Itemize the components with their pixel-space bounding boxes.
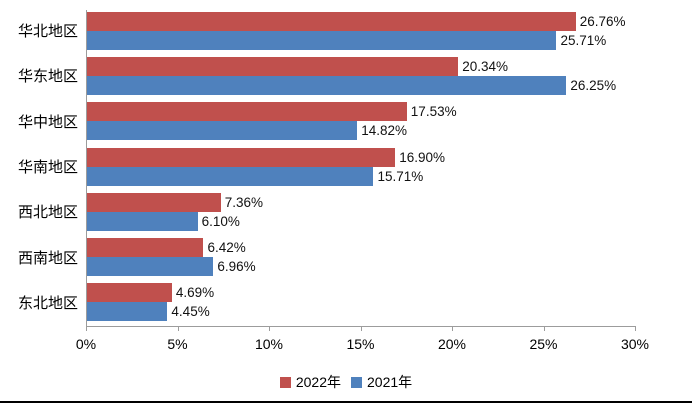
bar-2022年 <box>86 192 221 212</box>
x-axis-tick <box>452 326 453 331</box>
x-axis-tick-label: 20% <box>437 336 467 352</box>
x-axis-tick-label: 10% <box>254 336 284 352</box>
value-label: 6.42% <box>207 240 246 256</box>
x-axis-tick <box>177 326 179 331</box>
bar-groups-container: 华北地区 26.76% 25.71% 华东地区 20.34% 26.25% 华中地区 17.5… <box>0 8 692 325</box>
bottom-rule <box>0 401 692 403</box>
bar-row: 14.82% <box>86 121 635 141</box>
value-label: 6.96% <box>217 259 256 275</box>
bar-row: 7.36% <box>86 192 635 212</box>
bar-row: 6.10% <box>86 211 635 231</box>
x-axis-tick-label: 30% <box>620 336 650 352</box>
value-label: 16.90% <box>399 149 446 165</box>
value-label: 6.10% <box>201 213 240 229</box>
value-label: 26.76% <box>579 13 626 29</box>
category-label: 华东地区 <box>17 68 78 86</box>
bar-pair: 4.69% 4.45% <box>86 283 635 322</box>
bar-group-2: 华东地区 20.34% 26.25% <box>0 53 692 98</box>
category-label: 西北地区 <box>17 204 78 222</box>
legend-swatch-icon <box>279 376 291 388</box>
bar-row: 26.25% <box>86 75 635 95</box>
bar-2021年 <box>86 75 567 95</box>
x-axis-tick <box>86 326 87 331</box>
value-label: 26.25% <box>570 77 617 93</box>
x-axis-labels: 0% 5% 10% 15% 20% 25% 30% <box>76 336 649 354</box>
bar-pair: 16.90% 15.71% <box>86 147 635 186</box>
bar-2022年 <box>86 11 576 31</box>
bar-2021年 <box>86 302 168 322</box>
bar-pair: 7.36% 6.10% <box>86 192 635 231</box>
category-label: 华中地区 <box>17 113 78 131</box>
bar-2021年 <box>86 211 198 231</box>
category-label: 华北地区 <box>17 23 78 41</box>
bar-pair: 6.42% 6.96% <box>86 238 635 277</box>
bar-row: 6.42% <box>86 238 635 258</box>
bar-group-4: 华南地区 16.90% 15.71% <box>0 144 692 189</box>
bar-pair: 26.76% 25.71% <box>86 11 635 50</box>
bar-group-7: 东北地区 4.69% 4.45% <box>0 280 692 325</box>
bar-2021年 <box>86 166 374 186</box>
y-axis-line <box>86 10 87 326</box>
value-label: 7.36% <box>224 194 263 210</box>
x-axis-tick-label: 0% <box>75 336 97 352</box>
bar-group-5: 西北地区 7.36% 6.10% <box>0 189 692 234</box>
bar-group-6: 西南地区 6.42% 6.96% <box>0 234 692 279</box>
value-label: 14.82% <box>361 123 407 139</box>
bar-row: 26.76% <box>86 11 635 31</box>
x-axis-tick <box>635 326 636 331</box>
bar-2021年 <box>86 30 557 50</box>
category-label: 东北地区 <box>17 294 78 312</box>
bar-row: 25.71% <box>86 30 635 50</box>
x-axis-tick-label: 15% <box>346 336 375 352</box>
bar-group-1: 华北地区 26.76% 25.71% <box>0 8 692 53</box>
bar-row: 16.90% <box>86 147 635 167</box>
bar-row: 20.34% <box>86 56 635 76</box>
legend-swatch-icon <box>351 376 362 388</box>
value-label: 4.69% <box>175 285 215 301</box>
value-label: 4.45% <box>171 304 210 320</box>
bar-2022年 <box>86 238 204 258</box>
bar-row: 4.69% <box>86 283 635 303</box>
bar-row: 17.53% <box>86 102 635 122</box>
value-label: 15.71% <box>377 168 424 184</box>
x-axis-ticks <box>86 326 636 332</box>
bar-2022年 <box>86 56 459 76</box>
bar-pair: 20.34% 26.25% <box>86 56 635 95</box>
x-axis-tick <box>543 326 545 331</box>
category-label: 华南地区 <box>17 159 78 177</box>
bar-group-3: 华中地区 17.53% 14.82% <box>0 99 692 144</box>
bar-2022年 <box>86 102 407 122</box>
value-label: 17.53% <box>410 104 457 120</box>
bar-2021年 <box>86 121 358 141</box>
chart-legend: 2022年 2021年 <box>0 372 692 392</box>
legend-item-2022年: 2022年 <box>279 372 341 392</box>
bar-row: 6.96% <box>86 257 635 277</box>
x-axis-tick-label: 5% <box>167 336 188 352</box>
bar-row: 15.71% <box>86 166 635 186</box>
bar-row: 4.45% <box>86 302 635 322</box>
legend-label: 2022年 <box>295 374 341 390</box>
bar-2021年 <box>86 257 214 277</box>
bar-2022年 <box>86 147 396 167</box>
x-axis-tick <box>360 326 362 331</box>
value-label: 25.71% <box>560 32 607 48</box>
value-label: 20.34% <box>462 58 509 74</box>
bar-2022年 <box>86 283 172 303</box>
x-axis-tick <box>269 326 270 331</box>
legend-label: 2021年 <box>367 374 413 390</box>
category-label: 西南地区 <box>17 249 78 267</box>
x-axis-tick-label: 25% <box>529 336 558 352</box>
legend-item-2021年: 2021年 <box>351 372 412 392</box>
bar-pair: 17.53% 14.82% <box>86 102 635 141</box>
